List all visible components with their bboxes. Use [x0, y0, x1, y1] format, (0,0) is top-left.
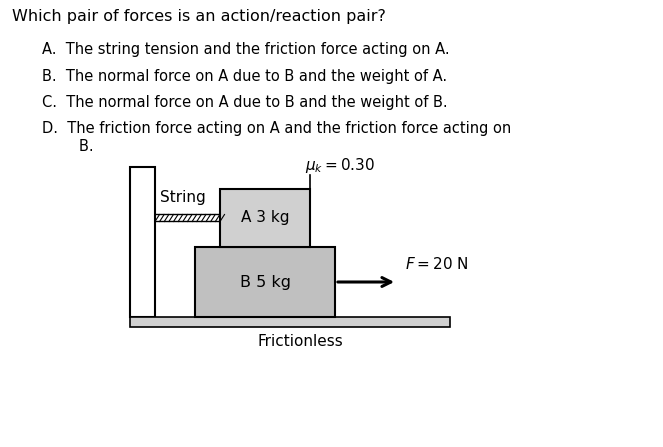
Text: $\mu_k = 0.30$: $\mu_k = 0.30$ [305, 156, 375, 175]
Text: A 3 kg: A 3 kg [241, 211, 289, 225]
Bar [195, 247, 335, 317]
Text: B.  The normal force on A due to B and the weight of A.: B. The normal force on A due to B and th… [42, 68, 447, 84]
Bar [130, 317, 450, 327]
Bar [130, 167, 155, 317]
Text: C.  The normal force on A due to B and the weight of B.: C. The normal force on A due to B and th… [42, 95, 448, 110]
Bar [220, 189, 310, 247]
Text: $F = 20$ N: $F = 20$ N [405, 256, 469, 272]
Text: Which pair of forces is an action/reaction pair?: Which pair of forces is an action/reacti… [12, 9, 386, 24]
Text: D.  The friction force acting on A and the friction force acting on
        B.: D. The friction force acting on A and th… [42, 122, 511, 154]
Text: B 5 kg: B 5 kg [239, 274, 290, 290]
Text: Frictionless: Frictionless [257, 334, 343, 349]
Text: String: String [160, 190, 206, 205]
Text: A.  The string tension and the friction force acting on A.: A. The string tension and the friction f… [42, 42, 450, 57]
